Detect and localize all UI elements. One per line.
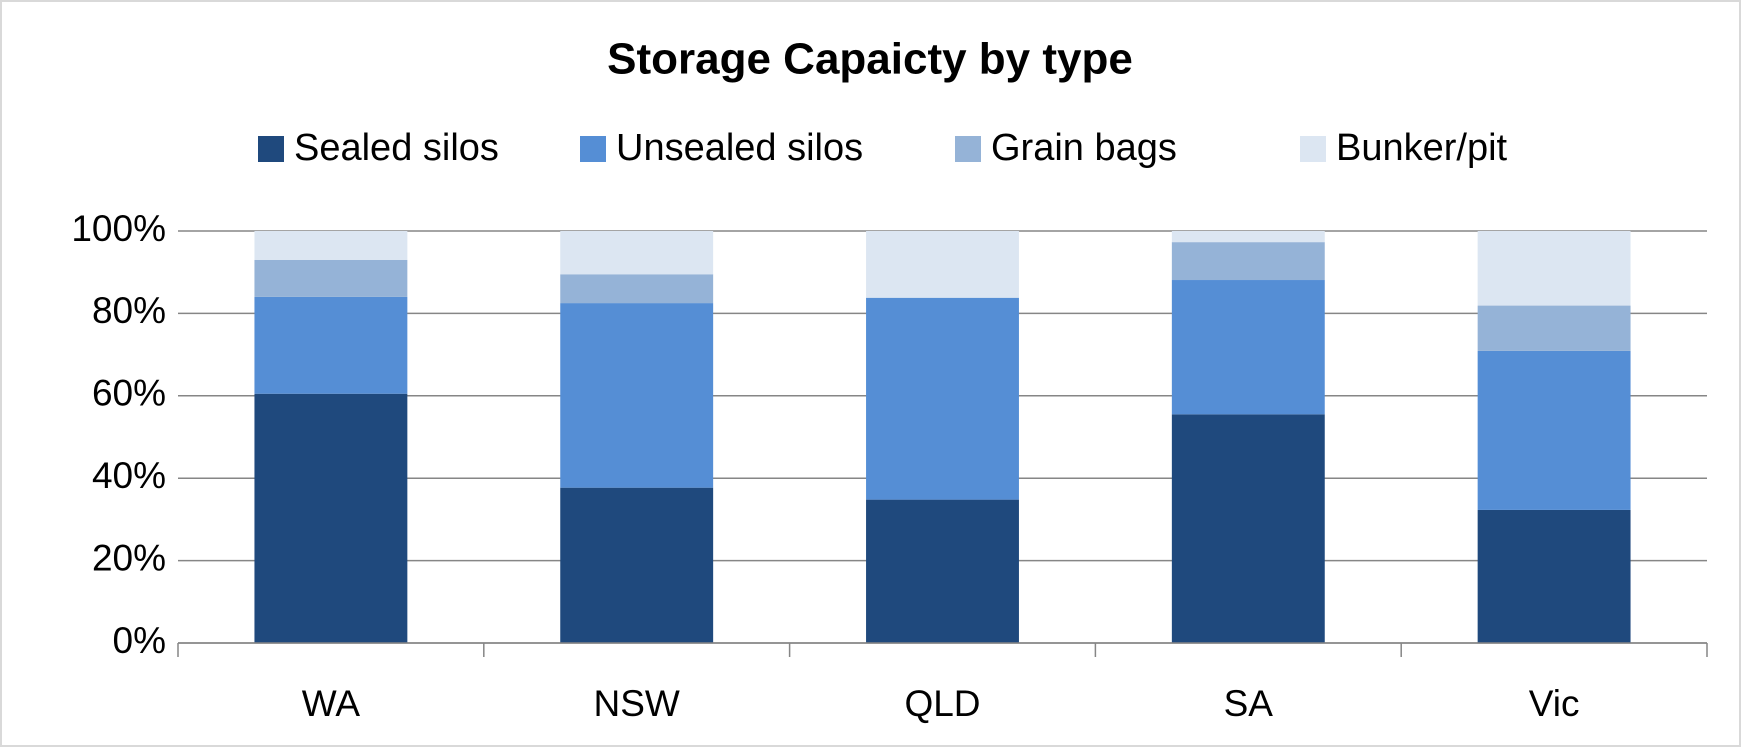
x-tick-label: QLD — [904, 683, 980, 724]
bar-segment — [254, 393, 408, 643]
legend-label: Unsealed silos — [616, 127, 863, 169]
bar-segment — [560, 274, 714, 304]
x-tick-label: Vic — [1529, 683, 1580, 724]
bar-segment — [1477, 231, 1631, 306]
bar-segment — [1171, 231, 1325, 243]
legend-swatch — [955, 136, 981, 162]
bar-segment — [560, 303, 714, 488]
x-tick-label: WA — [302, 683, 361, 724]
y-tick-label: 0% — [113, 620, 166, 661]
bar-segment — [866, 499, 1019, 643]
bar-segment — [1477, 305, 1631, 351]
legend-label: Bunker/pit — [1336, 127, 1508, 169]
bar-segment — [1477, 350, 1631, 510]
y-tick-label: 80% — [92, 290, 166, 331]
legend-label: Sealed silos — [294, 127, 499, 169]
y-tick-label: 60% — [92, 373, 166, 414]
bar-segment — [866, 297, 1019, 500]
bar-segment — [254, 259, 408, 297]
y-tick-label: 40% — [92, 455, 166, 496]
legend-swatch — [580, 136, 606, 162]
bar-segment — [560, 487, 714, 643]
bar-segment — [1477, 509, 1631, 643]
bar-segment — [560, 231, 714, 275]
legend-swatch — [258, 136, 284, 162]
bar-segment — [1171, 414, 1325, 643]
y-tick-label: 20% — [92, 537, 166, 578]
bar-segment — [866, 231, 1019, 298]
bar-segment — [254, 231, 408, 260]
bar-segment — [1171, 242, 1325, 281]
bar-segment — [1171, 280, 1325, 415]
legend-label: Grain bags — [991, 127, 1177, 169]
x-tick-label: NSW — [594, 683, 680, 724]
chart-title: Storage Capaicty by type — [607, 35, 1133, 84]
bar-segment — [254, 296, 408, 394]
y-tick-label: 100% — [71, 208, 166, 249]
x-tick-label: SA — [1224, 683, 1274, 724]
legend-swatch — [1300, 136, 1326, 162]
